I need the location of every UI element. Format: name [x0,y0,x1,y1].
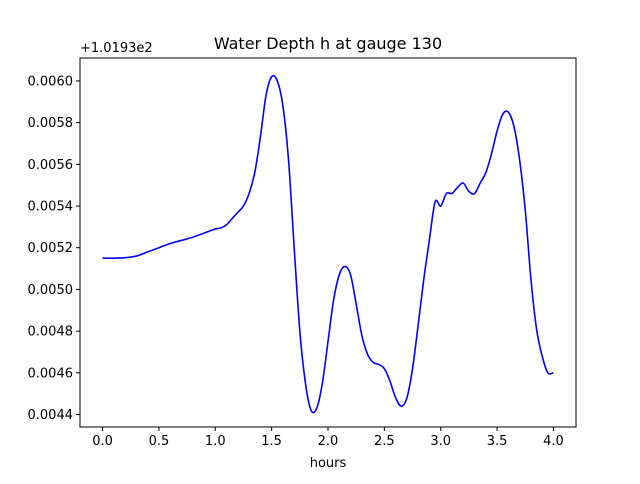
x-tick-label: 3.5 [487,434,508,449]
series-line [102,74,554,414]
x-axis-label: hours [310,456,347,471]
chart-title: Water Depth h at gauge 130 [214,34,442,53]
y-tick-label: 0.0054 [28,200,74,215]
y-tick-label: 0.0046 [28,366,74,381]
x-tick-label: 0.5 [149,434,170,449]
x-tick-label: 0.0 [92,434,113,449]
y-tick-label: 0.0052 [28,241,74,256]
y-tick-label: 0.0048 [28,325,74,340]
x-tick-label: 1.5 [261,434,282,449]
x-tick-label: 2.0 [318,434,339,449]
plot-area-frame [79,57,577,428]
series-layer [102,74,554,414]
x-axis-ticks: 0.0 0.5 1.0 1.5 2.0 2.5 3.0 3.5 4.0 [92,427,564,449]
x-tick-label: 1.0 [205,434,226,449]
x-tick-label: 2.5 [374,434,395,449]
y-axis-ticks: 0.0044 0.0046 0.0048 0.0050 0.0052 0.0054 0.00… [28,74,80,423]
y-tick-label: 0.0044 [28,408,74,423]
plot-area-background [80,58,576,427]
y-tick-label: 0.0058 [28,116,74,131]
y-tick-label: 0.0050 [28,283,74,298]
x-tick-label: 3.0 [430,434,451,449]
y-tick-label: 0.0056 [28,158,74,173]
y-tick-label: 0.0060 [28,74,74,89]
x-tick-label: 4.0 [543,434,564,449]
y-axis-offset-label: +1.0193e2 [80,41,153,56]
